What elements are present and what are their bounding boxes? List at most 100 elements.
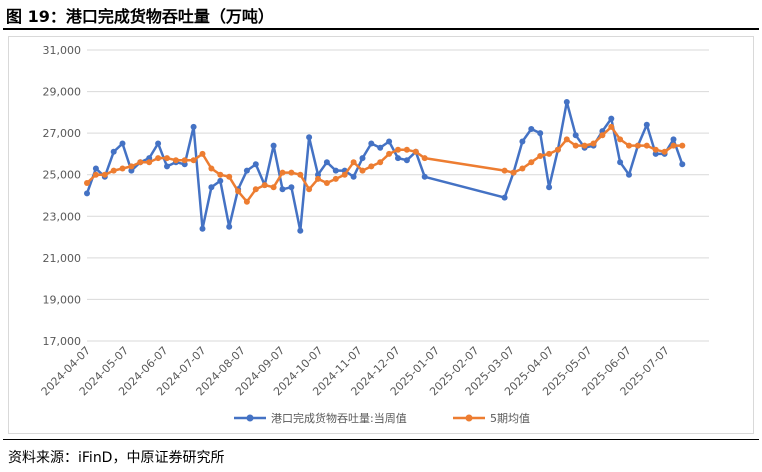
point-weekly (315, 171, 321, 178)
y-tick-label: 19,000 (43, 293, 82, 306)
y-tick-label: 29,000 (43, 86, 82, 99)
point-weekly (199, 225, 206, 232)
point-ma5 (501, 167, 508, 174)
point-ma5 (572, 142, 579, 149)
y-tick-label: 31,000 (43, 44, 82, 57)
title-rule (3, 28, 759, 30)
point-ma5 (119, 165, 126, 172)
point-ma5 (581, 142, 588, 149)
point-weekly (155, 140, 162, 147)
point-ma5 (190, 157, 197, 164)
point-ma5 (261, 182, 268, 189)
point-weekly (279, 186, 286, 193)
point-ma5 (146, 159, 153, 166)
point-ma5 (386, 150, 393, 157)
legend-weekly-label: 港口完成货物吞吐量:当周值 (271, 411, 407, 425)
point-ma5 (164, 155, 170, 162)
legend: 港口完成货物吞吐量:当周值 5期均值 (234, 411, 530, 425)
point-weekly (208, 184, 215, 191)
x-axis-labels: 2024-04-072024-05-072024-06-072024-07-07… (39, 344, 672, 398)
point-weekly (92, 165, 99, 172)
y-tick-label: 17,000 (43, 335, 82, 348)
chart-frame: 17,000 19,000 21,000 23,000 25,000 27,000 29,0… (8, 36, 754, 434)
point-ma5 (528, 159, 535, 166)
point-ma5 (84, 180, 90, 186)
point-ma5 (412, 148, 419, 155)
point-weekly (270, 142, 277, 149)
legend-weekly-swatch-marker (246, 414, 254, 422)
point-ma5 (306, 186, 313, 193)
point-ma5 (128, 163, 135, 170)
point-ma5 (652, 146, 659, 153)
y-axis-labels: 17,000 19,000 21,000 23,000 25,000 27,000 29,0… (43, 44, 82, 348)
point-ma5 (226, 173, 233, 180)
point-ma5 (92, 171, 99, 178)
point-ma5 (670, 142, 677, 149)
point-ma5 (288, 169, 295, 176)
point-ma5 (350, 159, 357, 166)
point-ma5 (270, 184, 277, 191)
point-ma5 (608, 123, 615, 130)
point-weekly (377, 144, 384, 151)
point-ma5 (137, 159, 144, 166)
y-tick-label: 27,000 (43, 127, 82, 140)
point-weekly (332, 167, 339, 174)
figure-title: 图 19：港口完成货物吞吐量（万吨） (6, 7, 274, 26)
y-tick-label: 21,000 (43, 252, 82, 265)
point-ma5 (323, 180, 330, 186)
point-ma5 (599, 132, 606, 139)
point-ma5 (643, 142, 650, 149)
point-ma5 (199, 150, 206, 157)
point-ma5 (181, 157, 188, 164)
point-weekly (128, 167, 135, 174)
point-ma5 (368, 163, 375, 170)
point-ma5 (563, 136, 570, 143)
point-ma5 (110, 167, 117, 174)
point-weekly (243, 167, 250, 174)
point-weekly (181, 161, 188, 168)
point-weekly (679, 161, 686, 168)
point-ma5 (217, 171, 224, 178)
point-weekly (670, 136, 677, 143)
point-weekly (110, 148, 117, 155)
point-weekly (421, 173, 428, 180)
point-ma5 (297, 171, 304, 178)
point-weekly (395, 155, 401, 162)
series-group (84, 99, 686, 234)
point-weekly (626, 171, 632, 178)
point-weekly (537, 130, 544, 137)
point-ma5 (279, 169, 286, 176)
gridlines (87, 49, 709, 342)
point-ma5 (626, 142, 632, 149)
point-weekly (288, 184, 295, 191)
point-weekly (119, 140, 126, 147)
point-ma5 (679, 142, 686, 149)
point-ma5 (519, 165, 526, 172)
point-ma5 (554, 146, 561, 153)
point-weekly (643, 121, 650, 128)
point-weekly (519, 138, 526, 145)
legend-ma5-swatch-marker (465, 414, 473, 422)
point-ma5 (155, 155, 162, 162)
point-ma5 (546, 150, 553, 157)
point-ma5 (634, 142, 641, 149)
point-ma5 (403, 146, 410, 153)
y-tick-label: 23,000 (43, 210, 82, 223)
point-ma5 (617, 136, 624, 143)
point-weekly (608, 115, 615, 122)
point-weekly (146, 155, 153, 162)
point-ma5 (208, 165, 215, 172)
point-weekly (368, 140, 375, 147)
point-weekly (572, 132, 579, 139)
point-weekly (217, 177, 224, 184)
point-ma5 (590, 140, 597, 147)
point-weekly (359, 155, 366, 162)
point-ma5 (377, 159, 384, 166)
point-ma5 (243, 198, 250, 205)
point-ma5 (341, 171, 348, 178)
point-ma5 (172, 157, 179, 164)
point-weekly (164, 163, 170, 170)
point-weekly (306, 134, 313, 141)
throughput-line-chart: 17,000 19,000 21,000 23,000 25,000 27,000 29,0… (39, 44, 709, 425)
point-ma5 (395, 146, 401, 153)
